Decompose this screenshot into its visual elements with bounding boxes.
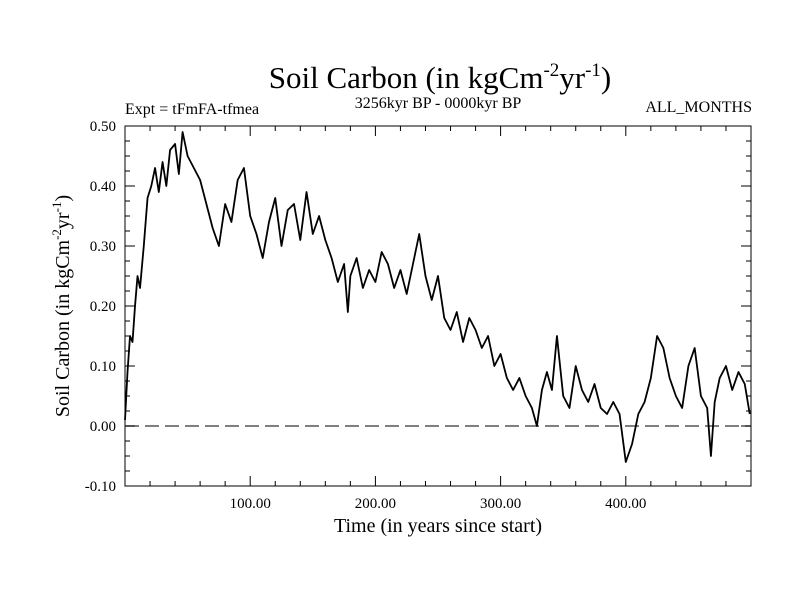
x-tick-label: 200.00 xyxy=(355,496,396,512)
y-tick-label: 0.20 xyxy=(90,299,116,315)
y-tick-label: 0.30 xyxy=(90,239,116,255)
y-axis-label: Soil Carbon (in kgCm-2yr-1) xyxy=(49,195,74,417)
chart-title-end: ) xyxy=(601,60,611,95)
y-tick-label: 0.00 xyxy=(90,419,116,435)
y-axis: 0.50 0.40 0.30 0.20 0.10 0.00 -0.10 xyxy=(85,119,751,495)
y-tick-label: 0.10 xyxy=(90,359,116,375)
chart-title-sup2: -1 xyxy=(585,60,601,81)
y-axis-label-sup2: -1 xyxy=(49,202,64,213)
y-axis-label-mid: yr xyxy=(52,212,74,229)
months-label: ALL_MONTHS xyxy=(645,99,752,116)
x-axis-label: Time (in years since start) xyxy=(334,515,542,537)
chart-title-main: Soil Carbon (in kgCm xyxy=(269,60,544,95)
x-tick-label: 300.00 xyxy=(480,496,521,512)
chart-title: Soil Carbon (in kgCm-2yr-1) xyxy=(269,60,612,95)
x-tick-label: 100.00 xyxy=(230,496,271,512)
time-range-label: 3256kyr BP - 0000kyr BP xyxy=(355,95,522,112)
x-tick-label: 400.00 xyxy=(605,496,646,512)
y-tick-label: 0.50 xyxy=(90,119,116,135)
plot-frame xyxy=(124,125,752,487)
y-axis-label-main: Soil Carbon (in kgCm xyxy=(52,239,74,417)
chart-title-sup1: -2 xyxy=(543,60,559,81)
y-axis-label-sup1: -2 xyxy=(49,229,64,240)
y-tick-label: -0.10 xyxy=(85,479,116,495)
y-axis-label-end: ) xyxy=(52,195,74,202)
y-tick-label: 0.40 xyxy=(90,179,116,195)
x-axis: 100.00 200.00 300.00 400.00 xyxy=(149,126,727,512)
chart-title-mid: yr xyxy=(559,60,586,95)
soil-carbon-series-line xyxy=(124,131,751,463)
experiment-label: Expt = tFmFA-tfmea xyxy=(125,101,259,118)
